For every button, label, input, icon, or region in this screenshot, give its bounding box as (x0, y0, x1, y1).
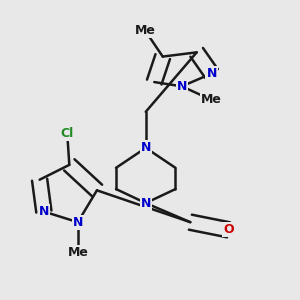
Text: Me: Me (201, 93, 222, 106)
Text: N: N (73, 216, 83, 229)
Text: N: N (206, 67, 217, 80)
Text: N: N (39, 205, 49, 218)
Text: O: O (223, 223, 234, 236)
Text: Me: Me (134, 24, 155, 37)
Text: N: N (141, 196, 151, 210)
Text: Cl: Cl (61, 127, 74, 140)
Text: Me: Me (68, 246, 88, 259)
Text: N: N (141, 141, 151, 154)
Text: N: N (177, 80, 187, 93)
